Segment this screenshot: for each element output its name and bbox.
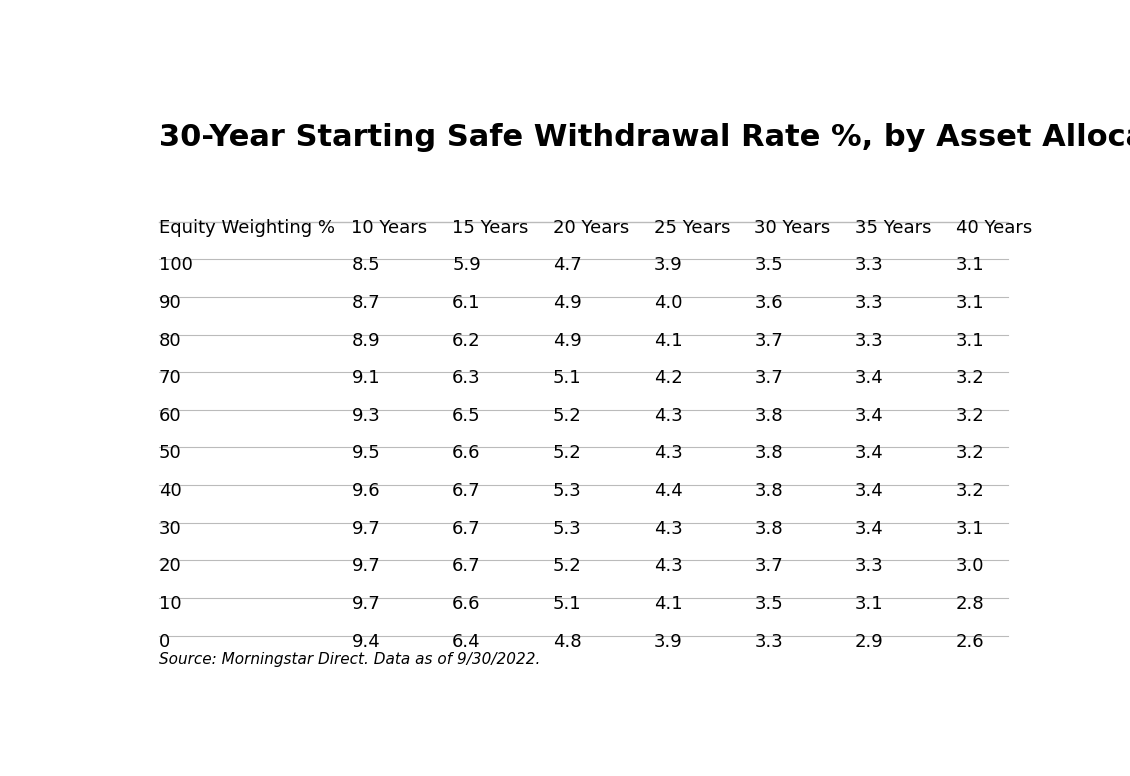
Text: Source: Morningstar Direct. Data as of 9/30/2022.: Source: Morningstar Direct. Data as of 9… — [158, 652, 540, 667]
Text: 4.4: 4.4 — [653, 482, 683, 500]
Text: 9.1: 9.1 — [351, 369, 380, 387]
Text: 30: 30 — [158, 520, 182, 538]
Text: 20 Years: 20 Years — [553, 219, 629, 237]
Text: 3.1: 3.1 — [855, 595, 884, 613]
Text: 15 Years: 15 Years — [452, 219, 529, 237]
Text: 3.1: 3.1 — [956, 520, 984, 538]
Text: 6.6: 6.6 — [452, 595, 480, 613]
Text: 4.1: 4.1 — [653, 331, 683, 349]
Text: 8.7: 8.7 — [351, 294, 380, 312]
Text: 3.2: 3.2 — [956, 407, 984, 424]
Text: 3.1: 3.1 — [956, 256, 984, 274]
Text: 3.3: 3.3 — [755, 632, 783, 651]
Text: 3.7: 3.7 — [755, 557, 783, 575]
Text: 0: 0 — [158, 632, 170, 651]
Text: 6.7: 6.7 — [452, 482, 480, 500]
Text: 9.6: 9.6 — [351, 482, 380, 500]
Text: 35 Years: 35 Years — [855, 219, 931, 237]
Text: 9.5: 9.5 — [351, 445, 380, 462]
Text: 2.6: 2.6 — [956, 632, 984, 651]
Text: 4.9: 4.9 — [553, 331, 582, 349]
Text: 60: 60 — [158, 407, 182, 424]
Text: 4.9: 4.9 — [553, 294, 582, 312]
Text: 9.4: 9.4 — [351, 632, 380, 651]
Text: 10: 10 — [158, 595, 182, 613]
Text: 6.7: 6.7 — [452, 557, 480, 575]
Text: 20: 20 — [158, 557, 182, 575]
Text: 5.2: 5.2 — [553, 445, 582, 462]
Text: 3.4: 3.4 — [855, 407, 884, 424]
Text: 5.3: 5.3 — [553, 520, 582, 538]
Text: 6.2: 6.2 — [452, 331, 480, 349]
Text: 9.7: 9.7 — [351, 595, 380, 613]
Text: 8.9: 8.9 — [351, 331, 380, 349]
Text: 3.4: 3.4 — [855, 369, 884, 387]
Text: 3.4: 3.4 — [855, 520, 884, 538]
Text: 3.2: 3.2 — [956, 445, 984, 462]
Text: 3.3: 3.3 — [855, 256, 884, 274]
Text: Equity Weighting %: Equity Weighting % — [158, 219, 334, 237]
Text: 4.3: 4.3 — [653, 557, 683, 575]
Text: 4.0: 4.0 — [653, 294, 683, 312]
Text: 3.7: 3.7 — [755, 369, 783, 387]
Text: 3.8: 3.8 — [755, 482, 783, 500]
Text: 3.3: 3.3 — [855, 557, 884, 575]
Text: 3.9: 3.9 — [653, 256, 683, 274]
Text: 9.3: 9.3 — [351, 407, 380, 424]
Text: 25 Years: 25 Years — [653, 219, 730, 237]
Text: 4.2: 4.2 — [653, 369, 683, 387]
Text: 6.1: 6.1 — [452, 294, 480, 312]
Text: 6.7: 6.7 — [452, 520, 480, 538]
Text: 70: 70 — [158, 369, 182, 387]
Text: 4.1: 4.1 — [653, 595, 683, 613]
Text: 5.1: 5.1 — [553, 595, 582, 613]
Text: 3.4: 3.4 — [855, 445, 884, 462]
Text: 4.7: 4.7 — [553, 256, 582, 274]
Text: 3.9: 3.9 — [653, 632, 683, 651]
Text: 3.4: 3.4 — [855, 482, 884, 500]
Text: 8.5: 8.5 — [351, 256, 380, 274]
Text: 3.8: 3.8 — [755, 520, 783, 538]
Text: 2.9: 2.9 — [855, 632, 884, 651]
Text: 6.6: 6.6 — [452, 445, 480, 462]
Text: 3.2: 3.2 — [956, 369, 984, 387]
Text: 10 Years: 10 Years — [351, 219, 427, 237]
Text: 4.3: 4.3 — [653, 445, 683, 462]
Text: 4.3: 4.3 — [653, 520, 683, 538]
Text: 5.3: 5.3 — [553, 482, 582, 500]
Text: 3.7: 3.7 — [755, 331, 783, 349]
Text: 5.2: 5.2 — [553, 407, 582, 424]
Text: 3.1: 3.1 — [956, 331, 984, 349]
Text: 30 Years: 30 Years — [755, 219, 831, 237]
Text: 90: 90 — [158, 294, 182, 312]
Text: 5.1: 5.1 — [553, 369, 582, 387]
Text: 6.4: 6.4 — [452, 632, 480, 651]
Text: 9.7: 9.7 — [351, 557, 380, 575]
Text: 5.9: 5.9 — [452, 256, 481, 274]
Text: 40: 40 — [158, 482, 182, 500]
Text: 3.3: 3.3 — [855, 294, 884, 312]
Text: 4.3: 4.3 — [653, 407, 683, 424]
Text: 5.2: 5.2 — [553, 557, 582, 575]
Text: 100: 100 — [158, 256, 192, 274]
Text: 4.8: 4.8 — [553, 632, 582, 651]
Text: 6.3: 6.3 — [452, 369, 480, 387]
Text: 9.7: 9.7 — [351, 520, 380, 538]
Text: 3.8: 3.8 — [755, 445, 783, 462]
Text: 30-Year Starting Safe Withdrawal Rate %, by Asset Allocation: 30-Year Starting Safe Withdrawal Rate %,… — [158, 123, 1130, 152]
Text: 3.5: 3.5 — [755, 256, 783, 274]
Text: 40 Years: 40 Years — [956, 219, 1032, 237]
Text: 3.3: 3.3 — [855, 331, 884, 349]
Text: 80: 80 — [158, 331, 182, 349]
Text: 3.2: 3.2 — [956, 482, 984, 500]
Text: 3.5: 3.5 — [755, 595, 783, 613]
Text: 3.1: 3.1 — [956, 294, 984, 312]
Text: 6.5: 6.5 — [452, 407, 480, 424]
Text: 3.8: 3.8 — [755, 407, 783, 424]
Text: 2.8: 2.8 — [956, 595, 984, 613]
Text: 3.6: 3.6 — [755, 294, 783, 312]
Text: 3.0: 3.0 — [956, 557, 984, 575]
Text: 50: 50 — [158, 445, 182, 462]
